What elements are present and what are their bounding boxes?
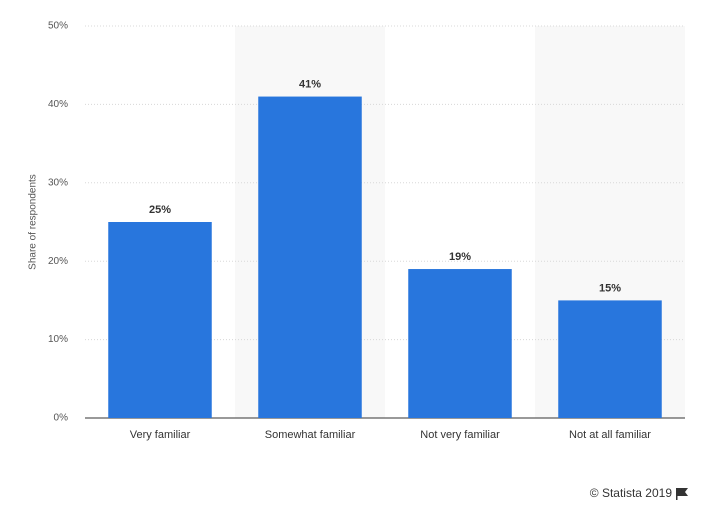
y-tick-label: 20% [48,256,68,267]
credit: © Statista 2019 [590,486,673,500]
bar [558,300,662,418]
y-tick-label: 30% [48,177,68,188]
y-tick-label: 10% [48,334,68,345]
bar [258,96,362,418]
y-tick-label: 0% [54,413,69,424]
value-label: 19% [449,251,471,263]
value-label: 25% [149,204,171,216]
x-tick-label: Somewhat familiar [265,429,356,441]
x-tick-label: Not at all familiar [569,429,651,441]
y-tick-label: 40% [48,99,68,110]
value-label: 15% [599,282,621,294]
y-axis-label: Share of respondents [28,174,39,270]
bar [108,222,212,418]
x-tick-label: Very familiar [130,429,191,441]
bar [408,269,512,418]
value-label: 41% [299,78,321,90]
x-tick-label: Not very familiar [420,429,500,441]
flag-icon[interactable] [676,488,688,500]
y-tick-label: 50% [48,21,68,32]
